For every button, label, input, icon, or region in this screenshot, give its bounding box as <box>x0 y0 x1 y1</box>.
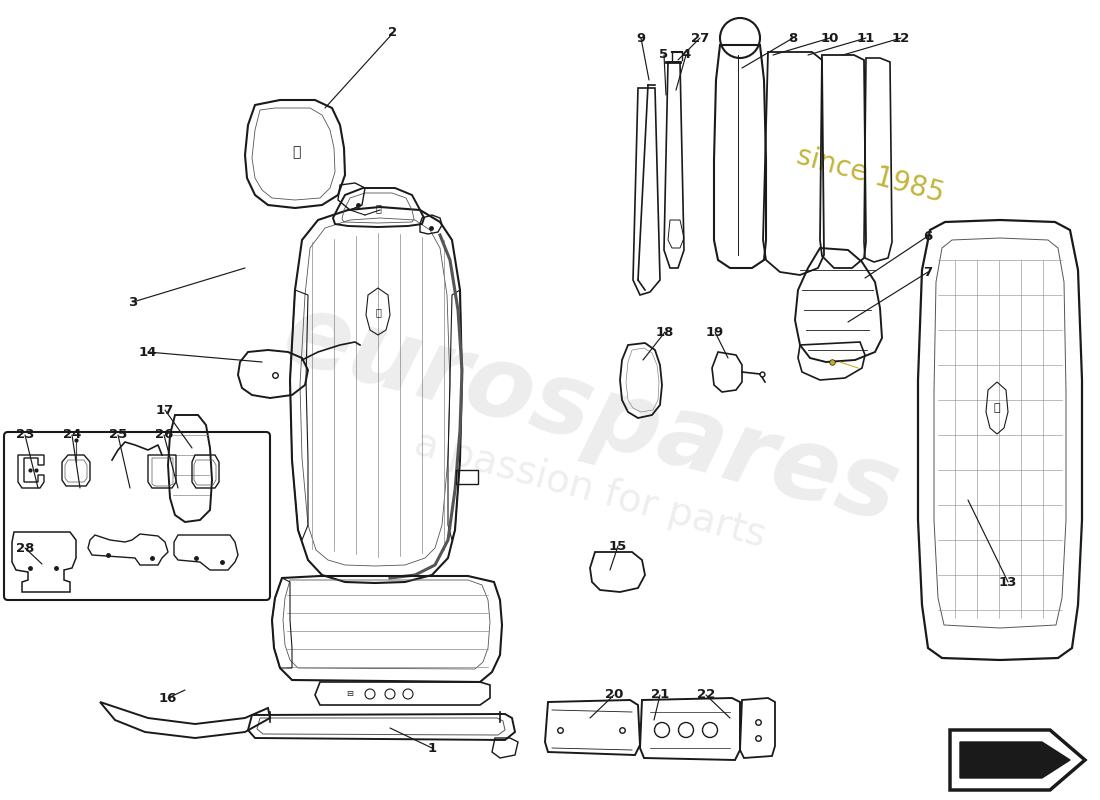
Text: 2: 2 <box>388 26 397 39</box>
Text: 18: 18 <box>656 326 674 338</box>
Text: 11: 11 <box>857 31 876 45</box>
Text: 13: 13 <box>999 575 1018 589</box>
Text: 16: 16 <box>158 691 177 705</box>
Text: 25: 25 <box>109 429 128 442</box>
Text: 𝔉: 𝔉 <box>993 403 1000 413</box>
Text: 𝔉: 𝔉 <box>375 307 381 317</box>
Text: 𝔉: 𝔉 <box>292 145 300 159</box>
Text: 𝔉: 𝔉 <box>375 203 381 213</box>
Text: 22: 22 <box>697 689 715 702</box>
Text: 17: 17 <box>156 403 174 417</box>
Text: 14: 14 <box>139 346 157 358</box>
Text: 21: 21 <box>651 689 669 702</box>
Text: 9: 9 <box>637 31 646 45</box>
Text: 10: 10 <box>821 31 839 45</box>
Text: 5: 5 <box>659 49 669 62</box>
Text: 6: 6 <box>923 230 933 242</box>
Text: eurospares: eurospares <box>272 286 909 544</box>
Text: a passion for parts: a passion for parts <box>410 425 770 555</box>
Text: 26: 26 <box>155 429 173 442</box>
Text: 12: 12 <box>892 31 910 45</box>
Text: 7: 7 <box>923 266 933 278</box>
Text: 24: 24 <box>63 429 81 442</box>
Polygon shape <box>950 730 1085 790</box>
Text: 27: 27 <box>691 31 710 45</box>
Text: 3: 3 <box>129 295 138 309</box>
Text: since 1985: since 1985 <box>793 142 947 208</box>
Text: ⊟: ⊟ <box>346 690 353 698</box>
Text: 28: 28 <box>15 542 34 554</box>
Bar <box>456 470 478 484</box>
Text: 15: 15 <box>609 539 627 553</box>
Polygon shape <box>960 742 1070 778</box>
Text: 1: 1 <box>428 742 437 754</box>
Text: 23: 23 <box>15 429 34 442</box>
Text: 4: 4 <box>681 49 691 62</box>
Text: 20: 20 <box>605 689 624 702</box>
Text: 19: 19 <box>706 326 724 338</box>
Text: 8: 8 <box>789 31 797 45</box>
